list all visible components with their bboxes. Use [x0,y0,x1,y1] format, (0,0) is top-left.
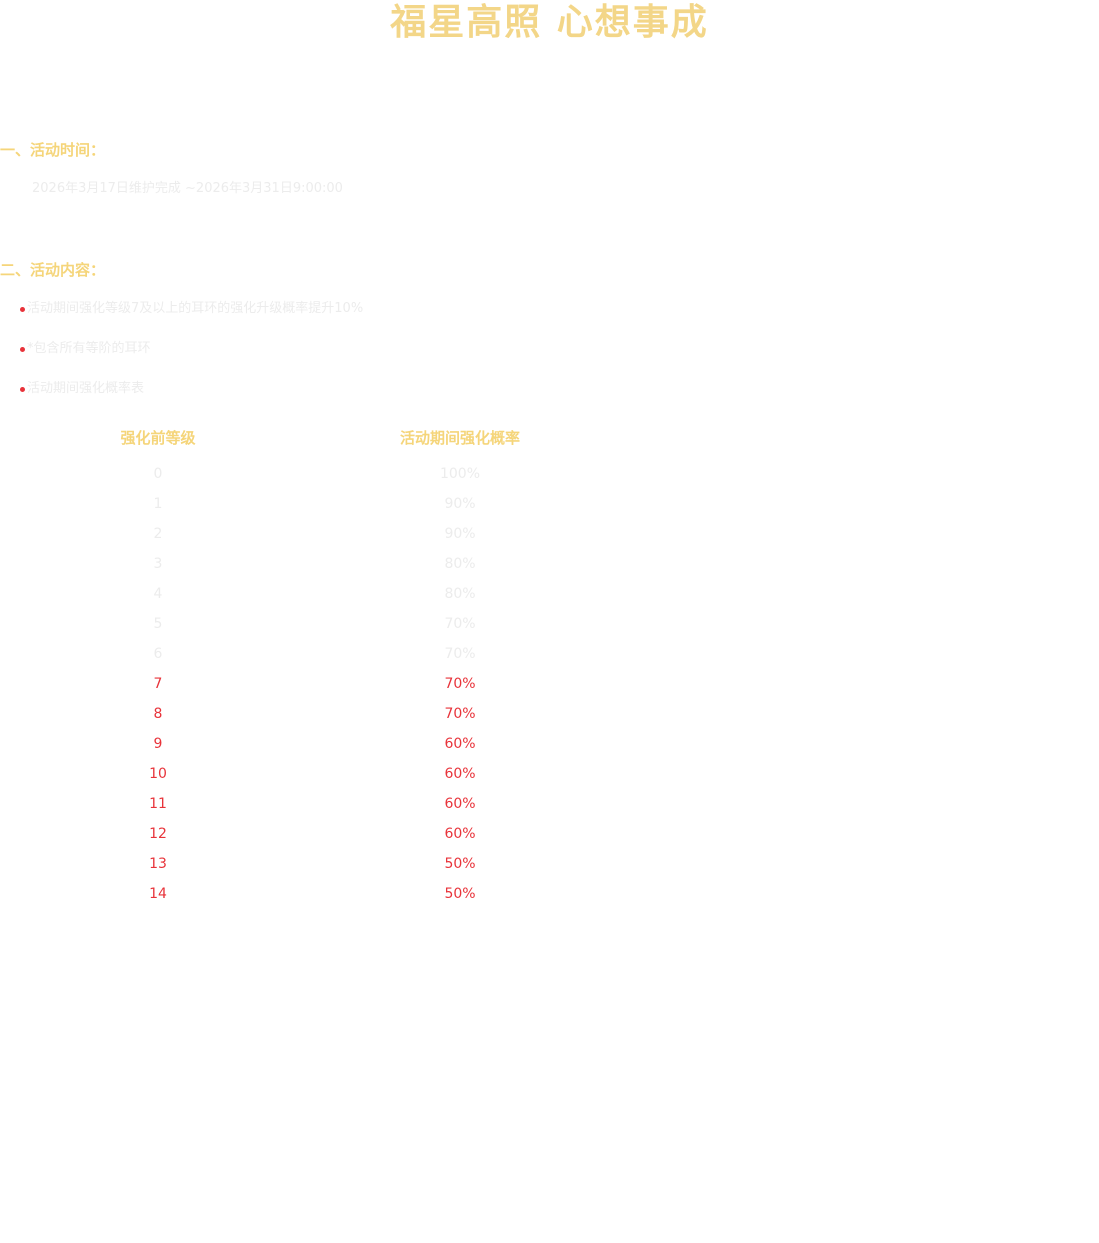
table-cell: 90% [444,526,476,542]
bullet-text: 活动期间强化概率表 [27,381,145,396]
table-cell: 0 [153,466,163,482]
section-heading: 二、活动内容： [0,261,106,279]
table-header: 活动期间强化概率 [399,429,520,447]
table-cell: 60% [444,736,476,752]
table-cell: 14 [149,886,167,902]
table-cell: 60% [444,766,476,782]
table-cell: 3 [153,556,163,572]
table-cell: 6 [153,646,163,662]
table-cell: 13 [149,856,167,872]
bullet-dot [20,387,25,392]
table-cell: 9 [153,736,163,752]
table-cell: 100% [439,466,481,482]
table-header: 强化前等级 [120,429,196,447]
section-heading: 一、活动时间： [0,141,106,159]
page-title: 福星高照 心想事成 [390,1,709,43]
bullet-text: *包含所有等阶的耳环 [27,341,151,356]
table-cell: 80% [444,586,476,602]
table-cell: 60% [444,796,476,812]
bullet-text: 活动期间强化等级7及以上的耳环的强化升级概率提升10% [27,301,364,316]
bullet-dot [20,307,25,312]
table-cell: 8 [153,706,163,722]
table-cell: 80% [444,556,476,572]
bullet-dot [20,347,25,352]
table-cell: 7 [153,676,163,692]
table-cell: 90% [444,496,476,512]
table-cell: 70% [444,616,476,632]
table-cell: 11 [149,796,167,812]
table-cell: 12 [149,826,167,842]
table-cell: 50% [444,886,476,902]
table-cell: 10 [149,766,167,782]
table-cell: 50% [444,856,476,872]
table-cell: 70% [444,706,476,722]
table-cell: 70% [444,676,476,692]
table-cell: 2 [153,526,163,542]
table-cell: 1 [153,496,163,512]
table-cell: 60% [444,826,476,842]
section-text: 2026年3月17日维护完成 ~2026年3月31日9:00:00 [32,181,343,196]
table-cell: 4 [153,586,163,602]
table-cell: 5 [153,616,163,632]
table-cell: 70% [444,646,476,662]
